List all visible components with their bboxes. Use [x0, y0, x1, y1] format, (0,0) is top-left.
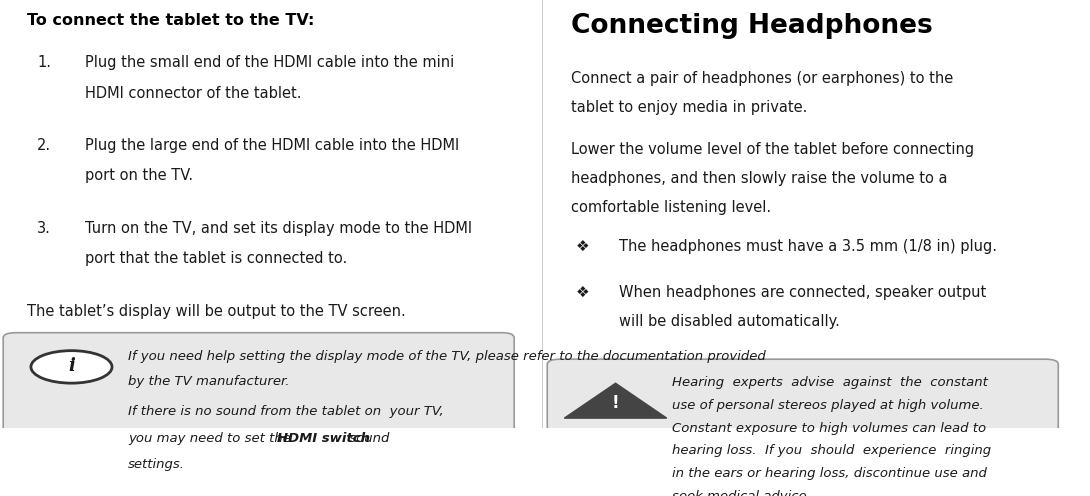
Text: 2.: 2. [37, 138, 51, 153]
Text: port on the TV.: port on the TV. [85, 169, 193, 184]
FancyBboxPatch shape [547, 359, 1058, 496]
Text: sound: sound [344, 432, 389, 445]
Text: seek medical advice.: seek medical advice. [673, 490, 811, 496]
Text: hearing loss.  If you  should  experience  ringing: hearing loss. If you should experience r… [673, 444, 991, 457]
Text: Plug the small end of the HDMI cable into the mini: Plug the small end of the HDMI cable int… [85, 55, 455, 70]
Text: HDMI connector of the tablet.: HDMI connector of the tablet. [85, 85, 302, 101]
Text: Plug the large end of the HDMI cable into the HDMI: Plug the large end of the HDMI cable int… [85, 138, 460, 153]
Text: port that the tablet is connected to.: port that the tablet is connected to. [85, 251, 348, 266]
Text: settings.: settings. [128, 458, 185, 471]
Text: use of personal stereos played at high volume.: use of personal stereos played at high v… [673, 399, 984, 412]
Text: !: ! [611, 394, 619, 412]
Text: comfortable listening level.: comfortable listening level. [571, 200, 771, 215]
Text: Hearing  experts  advise  against  the  constant: Hearing experts advise against the const… [673, 376, 988, 389]
Text: HDMI switch: HDMI switch [277, 432, 370, 445]
Circle shape [31, 351, 112, 383]
FancyBboxPatch shape [3, 333, 514, 469]
Text: If there is no sound from the tablet on  your TV,: If there is no sound from the tablet on … [128, 405, 444, 419]
Text: If you need help setting the display mode of the TV, please refer to the documen: If you need help setting the display mod… [128, 350, 766, 363]
Text: The tablet’s display will be output to the TV screen.: The tablet’s display will be output to t… [26, 304, 405, 318]
Text: you may need to set the: you may need to set the [128, 432, 295, 445]
Text: Turn on the TV, and set its display mode to the HDMI: Turn on the TV, and set its display mode… [85, 221, 472, 236]
Text: ❖: ❖ [577, 285, 590, 300]
Text: 1.: 1. [37, 55, 51, 70]
Text: Connect a pair of headphones (or earphones) to the: Connect a pair of headphones (or earphon… [571, 70, 953, 85]
Text: Constant exposure to high volumes can lead to: Constant exposure to high volumes can le… [673, 422, 986, 434]
Text: The headphones must have a 3.5 mm (1/8 in) plug.: The headphones must have a 3.5 mm (1/8 i… [619, 240, 996, 254]
Text: tablet to enjoy media in private.: tablet to enjoy media in private. [571, 100, 807, 115]
Text: headphones, and then slowly raise the volume to a: headphones, and then slowly raise the vo… [571, 171, 947, 186]
Text: 3.: 3. [37, 221, 51, 236]
Text: by the TV manufacturer.: by the TV manufacturer. [128, 374, 290, 387]
Text: Connecting Headphones: Connecting Headphones [571, 13, 932, 39]
Text: will be disabled automatically.: will be disabled automatically. [619, 314, 839, 329]
Text: in the ears or hearing loss, discontinue use and: in the ears or hearing loss, discontinue… [673, 467, 986, 480]
Text: i: i [68, 357, 75, 374]
Text: To connect the tablet to the TV:: To connect the tablet to the TV: [26, 13, 314, 28]
Text: Lower the volume level of the tablet before connecting: Lower the volume level of the tablet bef… [571, 141, 973, 157]
Text: When headphones are connected, speaker output: When headphones are connected, speaker o… [619, 285, 986, 300]
Text: ❖: ❖ [577, 240, 590, 254]
Polygon shape [565, 383, 667, 418]
